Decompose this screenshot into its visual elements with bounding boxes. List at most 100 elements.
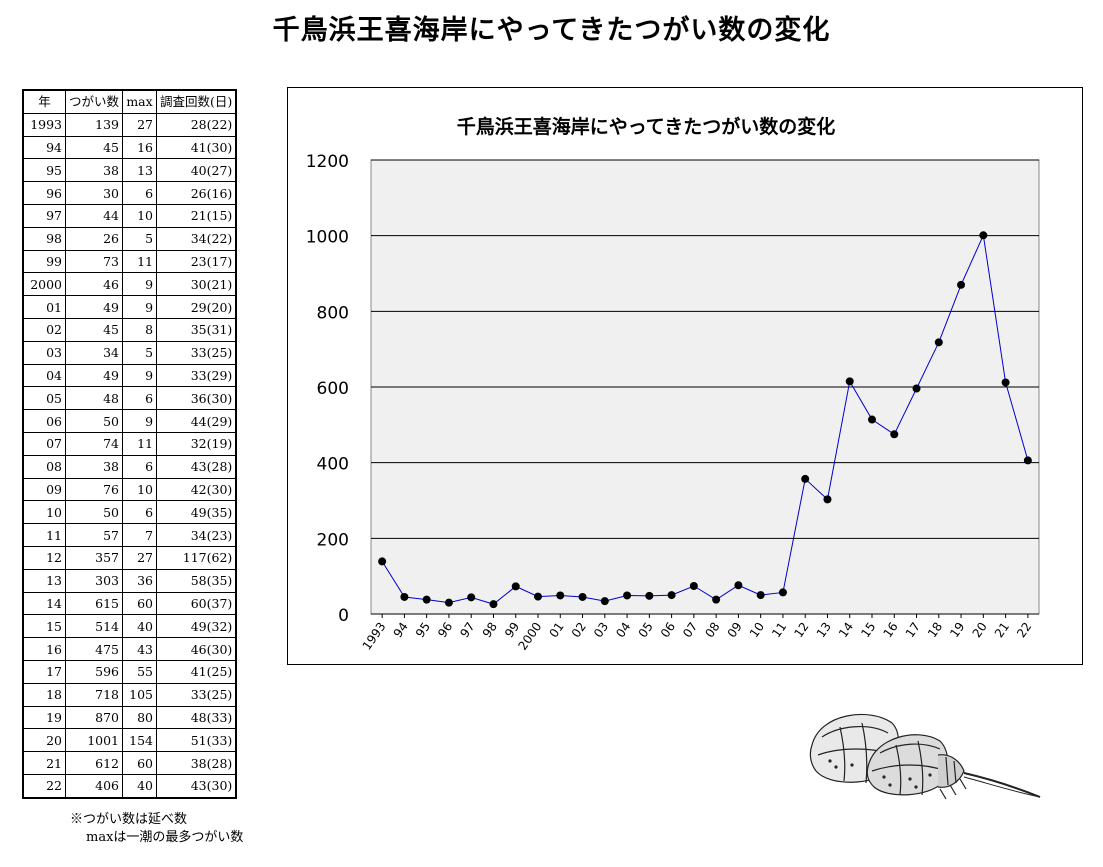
cell-max: 6 [122,500,158,525]
table-row: 19 870 80 48(33) [22,705,237,730]
cell-year: 94 [22,135,66,160]
cell-max: 8 [122,317,158,342]
cell-pair-count: 38 [64,158,124,183]
table-row: 18 718 105 33(25) [22,682,237,707]
cell-year: 15 [22,614,66,639]
data-point [689,582,698,591]
table-header-row: 年 つがい数 max 調査回数(日) [22,89,237,114]
x-tick-label: 20 [970,620,990,641]
cell-pair-count: 357 [64,545,124,570]
cell-survey-count: 38(28) [156,751,237,775]
x-tick-label: 11 [769,620,789,641]
data-point [556,591,565,600]
table-row: 20 1001 154 51(33) [22,728,237,753]
data-point [600,597,609,606]
cell-year: 05 [22,386,66,411]
table-row: 09 76 10 42(30) [22,477,237,502]
data-point [957,280,966,289]
data-point [979,231,988,240]
x-tick-label: 15 [858,620,878,641]
cell-survey-count: 30(21) [156,272,237,297]
x-tick-label: 10 [747,620,767,641]
x-tick-label: 03 [591,620,611,641]
cell-max: 40 [122,614,158,639]
cell-year: 01 [22,295,66,319]
cell-pair-count: 50 [64,409,124,433]
cell-max: 154 [122,728,158,753]
x-tick-label: 2000 [515,620,544,653]
table-row: 17 596 55 41(25) [22,659,237,684]
x-tick-label: 01 [546,620,566,641]
cell-survey-count: 41(30) [156,135,237,160]
cell-survey-count: 28(22) [156,112,237,137]
cell-year: 95 [22,158,66,183]
cell-year: 98 [22,226,66,251]
data-point [756,591,765,600]
cell-survey-count: 23(17) [156,249,237,274]
horseshoe-crab-illustration [809,713,1041,800]
cell-max: 9 [122,363,158,388]
cell-year: 2000 [22,272,66,297]
cell-survey-count: 43(30) [156,773,237,799]
cell-year: 02 [22,317,66,342]
data-point [778,588,787,597]
cell-max: 5 [122,226,158,251]
cell-max: 10 [122,477,158,502]
cell-pair-count: 38 [64,454,124,479]
page-title: 千鳥浜王喜海岸にやってきたつがい数の変化 [272,15,831,46]
cell-year: 18 [22,682,66,707]
data-point [912,384,921,393]
x-tick-label: 19 [947,620,967,641]
table-row: 15 514 40 49(32) [22,614,237,639]
cell-year: 99 [22,249,66,274]
x-tick-label: 95 [413,620,433,641]
cell-survey-count: 60(37) [156,591,237,616]
cell-year: 19 [22,705,66,730]
cell-year: 10 [22,500,66,525]
cell-survey-count: 51(33) [156,728,237,753]
x-tick-label: 12 [791,620,811,641]
cell-pair-count: 596 [64,659,124,684]
y-tick-label: 0 [338,606,349,626]
x-tick-label: 02 [569,620,589,641]
cell-survey-count: 49(32) [156,614,237,639]
cell-year: 96 [22,181,66,205]
y-tick-label: 400 [317,455,349,475]
cell-pair-count: 46 [64,272,124,297]
cell-year: 04 [22,363,66,388]
cell-survey-count: 34(23) [156,523,237,547]
cell-survey-count: 36(30) [156,386,237,411]
table-row: 05 48 6 36(30) [22,386,237,411]
cell-survey-count: 35(31) [156,317,237,342]
data-point [1023,456,1032,465]
cell-pair-count: 73 [64,249,124,274]
data-point [400,592,409,601]
cell-max: 27 [122,545,158,570]
table-row: 97 44 10 21(15) [22,203,237,228]
cell-pair-count: 50 [64,500,124,525]
x-tick-label: 05 [636,620,656,641]
table-row: 98 26 5 34(22) [22,226,237,251]
cell-max: 6 [122,181,158,205]
cell-year: 16 [22,637,66,661]
data-point [868,415,876,424]
table-row: 03 34 5 33(25) [22,340,237,365]
cell-pair-count: 612 [64,751,124,775]
cell-max: 5 [122,340,158,365]
cell-year: 17 [22,659,66,684]
cell-pair-count: 44 [64,203,124,228]
cell-survey-count: 48(33) [156,705,237,730]
x-tick-label: 94 [391,620,411,641]
x-tick-label: 98 [480,620,500,641]
data-point [712,595,721,604]
table-row: 94 45 16 41(30) [22,135,237,160]
cell-survey-count: 49(35) [156,500,237,525]
cell-max: 7 [122,523,158,547]
cell-pair-count: 303 [64,568,124,593]
cell-max: 55 [122,659,158,684]
table-row: 95 38 13 40(27) [22,158,237,183]
data-point [645,591,654,600]
cell-max: 36 [122,568,158,593]
table-row: 13 303 36 58(35) [22,568,237,593]
x-tick-label: 21 [992,620,1012,641]
